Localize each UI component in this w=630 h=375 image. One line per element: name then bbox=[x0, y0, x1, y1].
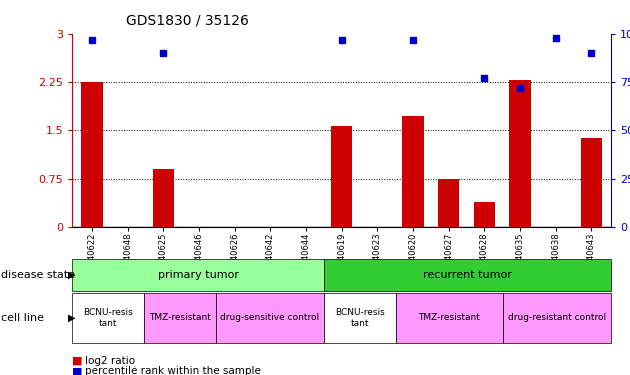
Bar bbox=[72, 259, 324, 291]
Bar bbox=[324, 259, 611, 291]
Bar bbox=[144, 292, 216, 343]
Text: ■: ■ bbox=[72, 366, 83, 375]
Bar bbox=[152, 169, 174, 227]
Bar bbox=[72, 292, 144, 343]
Text: log2 ratio: log2 ratio bbox=[85, 356, 135, 366]
Text: BCNU-resis
tant: BCNU-resis tant bbox=[84, 308, 133, 327]
Text: TMZ-resistant: TMZ-resistant bbox=[149, 313, 211, 322]
Text: cell line: cell line bbox=[1, 313, 44, 323]
Bar bbox=[503, 292, 611, 343]
Text: ▶: ▶ bbox=[68, 313, 76, 323]
Text: ■: ■ bbox=[72, 356, 83, 366]
Text: TMZ-resistant: TMZ-resistant bbox=[418, 313, 481, 322]
Bar bbox=[331, 126, 352, 227]
Text: percentile rank within the sample: percentile rank within the sample bbox=[85, 366, 261, 375]
Text: GDS1830 / 35126: GDS1830 / 35126 bbox=[126, 13, 249, 27]
Bar bbox=[403, 116, 424, 227]
Bar bbox=[216, 292, 324, 343]
Bar bbox=[474, 202, 495, 227]
Bar bbox=[581, 138, 602, 227]
Text: disease state: disease state bbox=[1, 270, 76, 280]
Bar bbox=[510, 80, 531, 227]
Bar bbox=[324, 292, 396, 343]
Text: drug-sensitive control: drug-sensitive control bbox=[220, 313, 319, 322]
Bar bbox=[81, 82, 103, 227]
Text: primary tumor: primary tumor bbox=[158, 270, 239, 280]
Text: recurrent tumor: recurrent tumor bbox=[423, 270, 512, 280]
Text: BCNU-resis
tant: BCNU-resis tant bbox=[335, 308, 384, 327]
Bar bbox=[396, 292, 503, 343]
Bar bbox=[438, 178, 459, 227]
Text: ▶: ▶ bbox=[68, 270, 76, 280]
Text: drug-resistant control: drug-resistant control bbox=[508, 313, 606, 322]
